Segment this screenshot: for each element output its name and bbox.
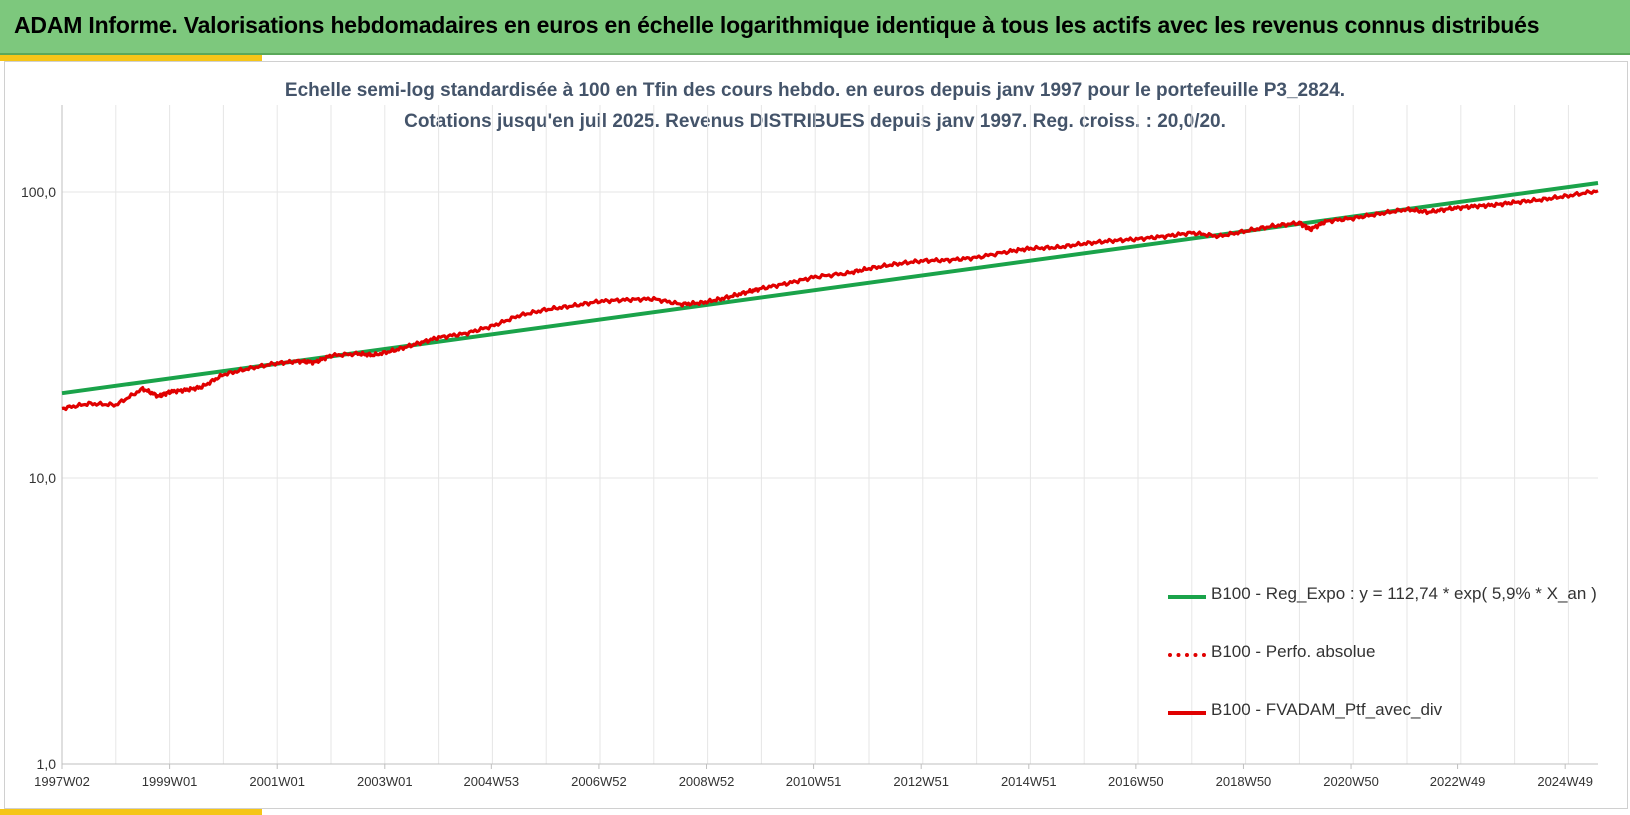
legend-label: B100 - Perfo. absolue: [1211, 642, 1376, 661]
y-tick-label: 1,0: [37, 756, 57, 772]
x-tick-label: 2012W51: [893, 774, 949, 789]
legend-swatch: [1168, 653, 1206, 657]
x-tick-label: 2014W51: [1001, 774, 1057, 789]
legend-label: B100 - Reg_Expo : y = 112,74 * exp( 5,9%…: [1211, 584, 1597, 603]
x-tick-label: 2006W52: [571, 774, 627, 789]
page-title: ADAM Informe. Valorisations hebdomadaire…: [14, 12, 1540, 38]
x-tick-label: 2020W50: [1323, 774, 1379, 789]
chart-title: Echelle semi-log standardisée à 100 en T…: [284, 80, 1346, 101]
y-tick-label: 100,0: [21, 184, 56, 200]
legend-label: B100 - FVADAM_Ptf_avec_div: [1211, 700, 1443, 719]
x-tick-label: 2022W49: [1430, 774, 1486, 789]
legend-swatch: [1168, 711, 1206, 715]
x-tick-label: 2010W51: [786, 774, 842, 789]
accent-bar-top: [0, 55, 262, 61]
series-line-2: [61, 189, 1599, 412]
legend-swatch: [1168, 595, 1206, 599]
accent-bar-bottom: [0, 809, 262, 815]
x-tick-label: 2008W52: [679, 774, 735, 789]
x-tick-label: 2018W50: [1216, 774, 1272, 789]
series-line-0: [61, 181, 1599, 396]
x-tick-label: 2024W49: [1537, 774, 1593, 789]
y-tick-label: 10,0: [29, 470, 56, 486]
x-tick-label: 2016W50: [1108, 774, 1164, 789]
header-banner: ADAM Informe. Valorisations hebdomadaire…: [0, 0, 1630, 55]
x-tick-label: 2001W01: [249, 774, 305, 789]
chart-frame: [4, 61, 1628, 809]
x-tick-label: 1997W02: [34, 774, 90, 789]
x-tick-label: 1999W01: [142, 774, 198, 789]
x-tick-label: 2004W53: [463, 774, 519, 789]
x-tick-label: 2003W01: [357, 774, 413, 789]
